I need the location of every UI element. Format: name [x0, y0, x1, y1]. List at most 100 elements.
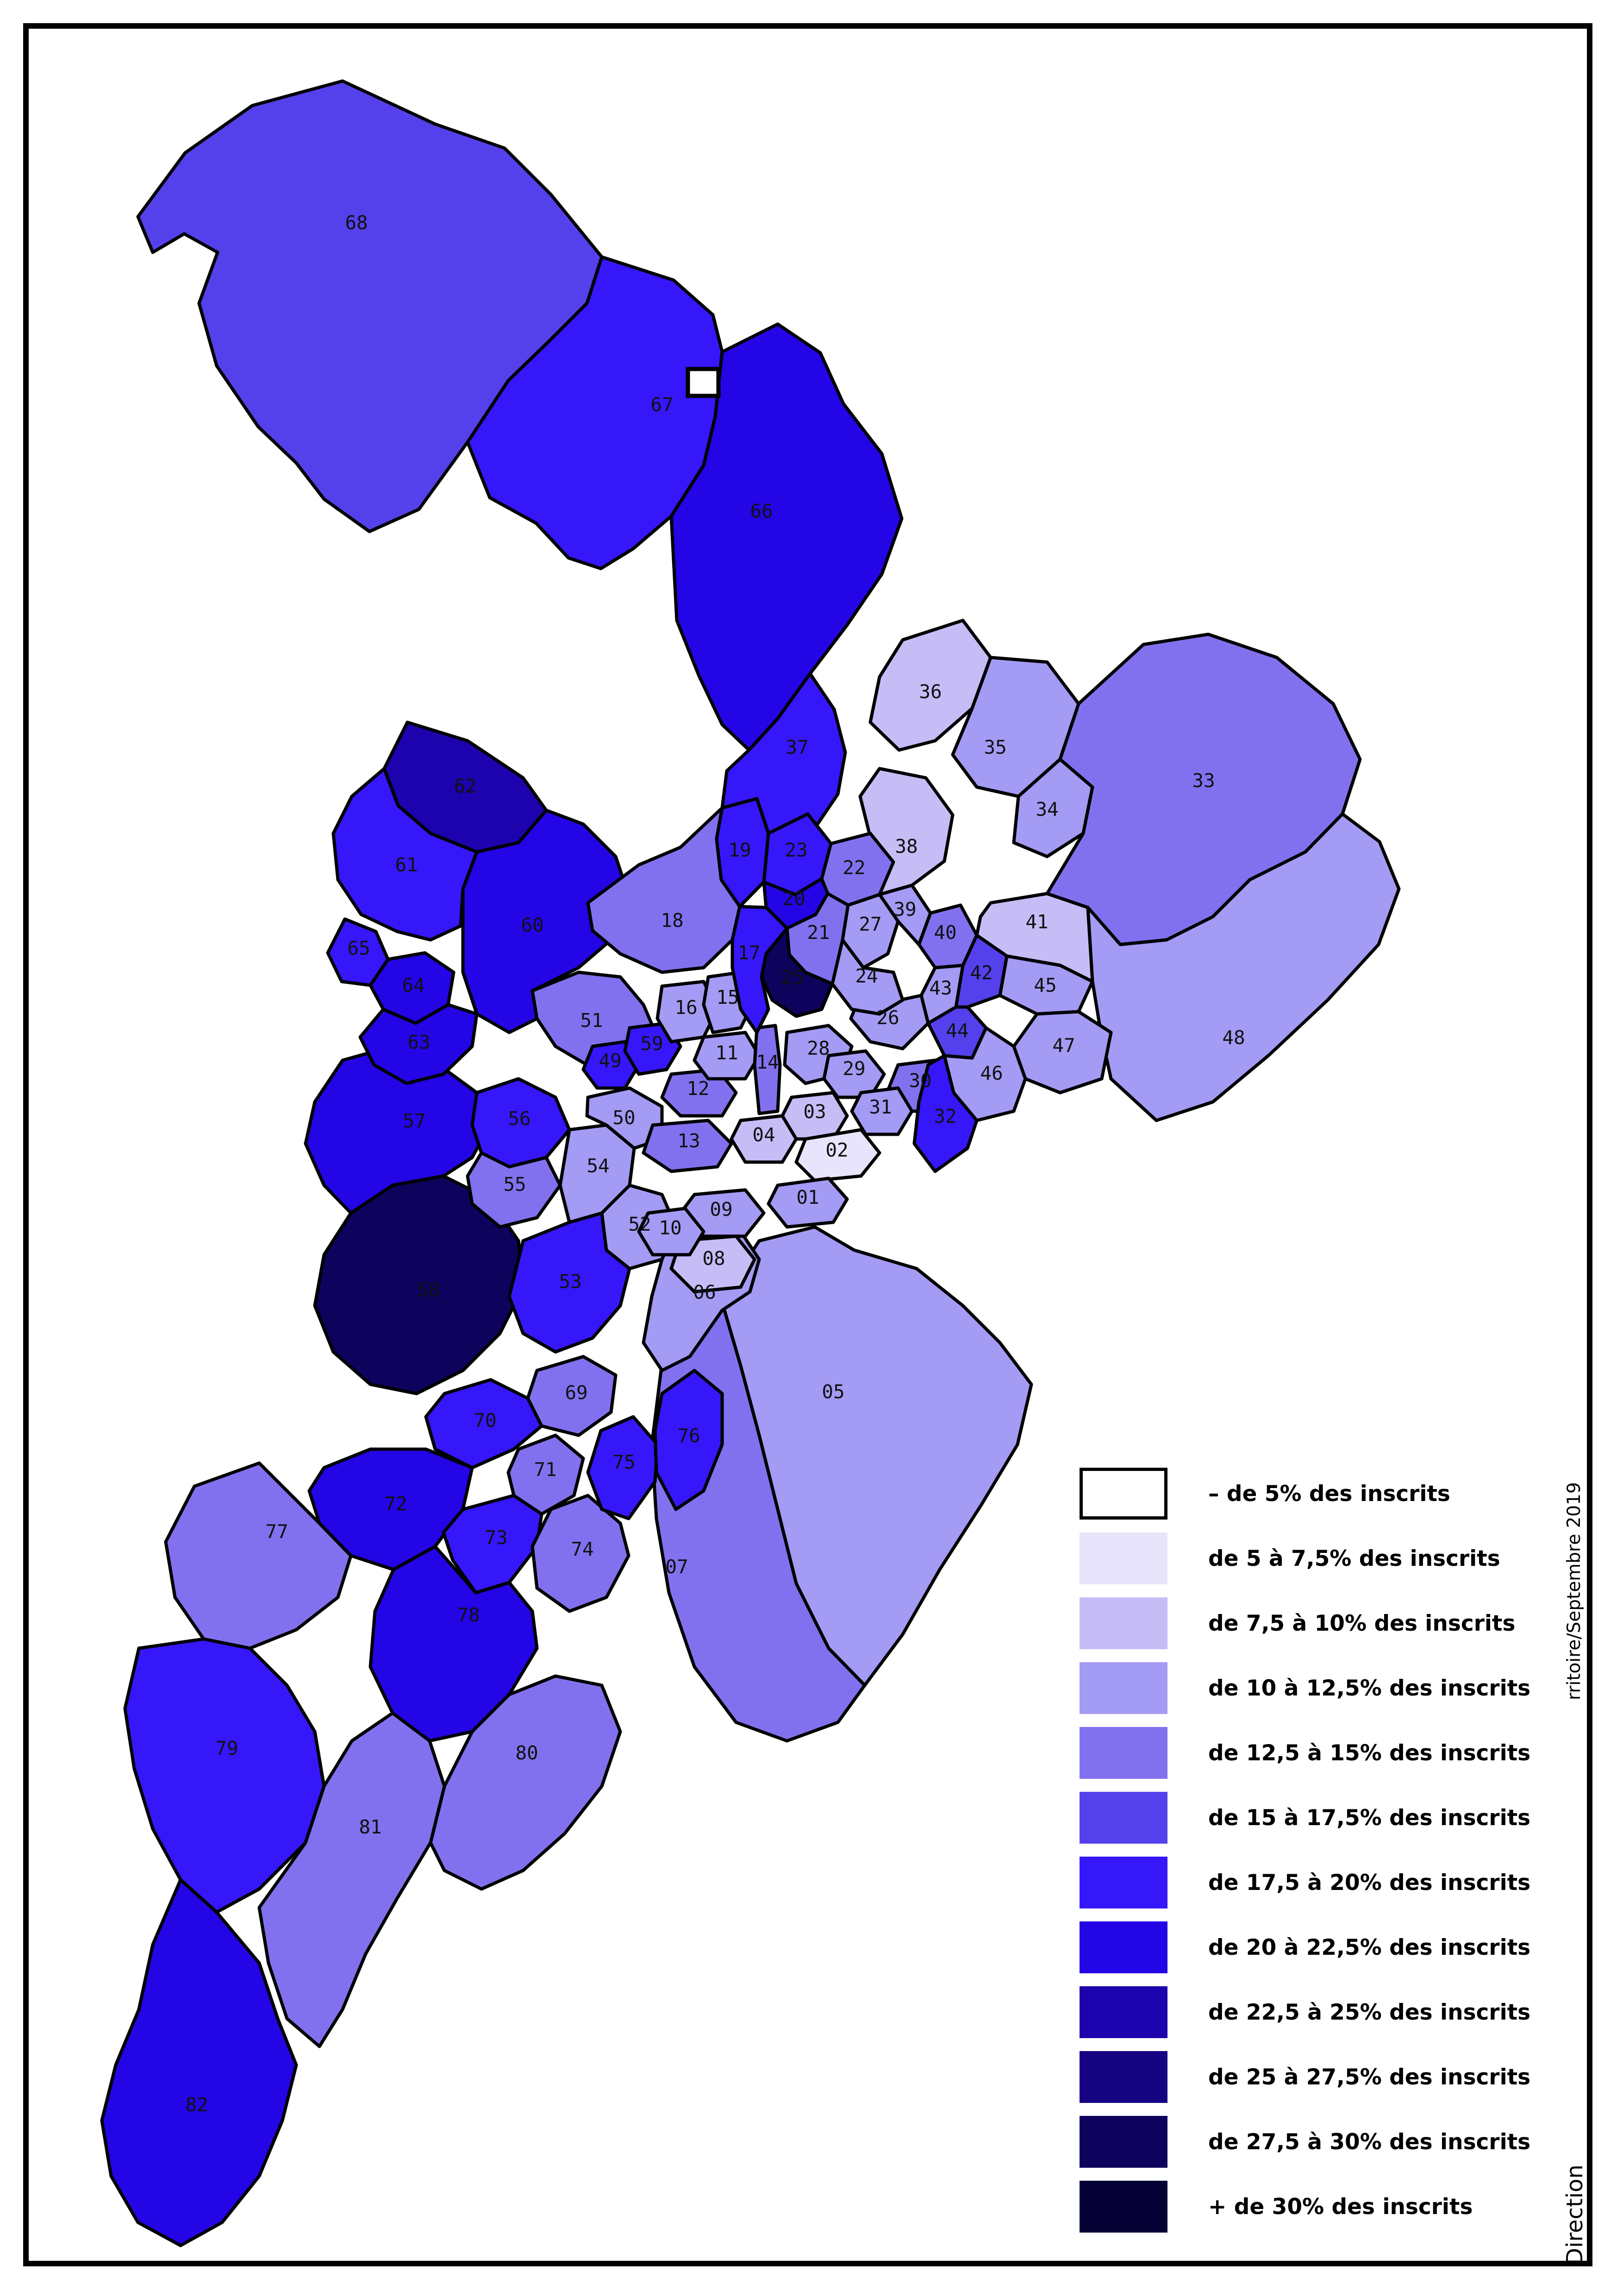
- legend-swatch-6: [1080, 1857, 1167, 1908]
- region-label-20: 20: [782, 888, 805, 910]
- region-label-53: 53: [559, 1270, 581, 1293]
- attribution-text: rritoire/Septembre 2019: [1564, 1482, 1585, 1700]
- region-label-52: 52: [628, 1213, 651, 1235]
- region-label-28: 28: [807, 1037, 830, 1059]
- legend-label-1: de 5 à 7,5% des inscrits: [1208, 1545, 1500, 1571]
- legend-row-5: de 15 à 17,5% des inscrits: [1080, 1792, 1530, 1844]
- legend-row-4: de 12,5 à 15% des inscrits: [1080, 1727, 1530, 1779]
- legend-label-2: de 7,5 à 10% des inscrits: [1208, 1610, 1516, 1636]
- region-19[interactable]: [715, 797, 770, 908]
- region-60[interactable]: [461, 808, 631, 1034]
- region-label-71: 71: [534, 1458, 556, 1481]
- legend-swatch-10: [1080, 2116, 1167, 2168]
- region-17[interactable]: [730, 905, 789, 1034]
- legend-row-3: de 10 à 12,5% des inscrits: [1080, 1662, 1530, 1714]
- region-label-63: 63: [407, 1031, 430, 1053]
- legend-swatch-2: [1080, 1597, 1167, 1649]
- region-62[interactable]: [382, 720, 548, 854]
- legend-label-4: de 12,5 à 15% des inscrits: [1208, 1740, 1531, 1766]
- region-71[interactable]: [506, 1433, 585, 1516]
- region-01[interactable]: [767, 1176, 849, 1229]
- region-label-79: 79: [215, 1737, 238, 1759]
- legend-row-6: de 17,5 à 20% des inscrits: [1080, 1857, 1530, 1908]
- region-82[interactable]: [100, 1878, 298, 2247]
- region-label-14: 14: [756, 1051, 779, 1073]
- region-75[interactable]: [586, 1415, 659, 1520]
- region-label-50: 50: [612, 1107, 635, 1129]
- region-label-10: 10: [659, 1217, 681, 1239]
- legend-row-9: de 25 à 27,5% des inscrits: [1080, 2051, 1530, 2103]
- legend-label-5: de 15 à 17,5% des inscrits: [1208, 1805, 1531, 1831]
- region-label-76: 76: [677, 1425, 700, 1447]
- region-31[interactable]: [850, 1086, 914, 1136]
- legend-swatch-4: [1080, 1727, 1167, 1779]
- region-47[interactable]: [1012, 1010, 1113, 1095]
- region-03[interactable]: [780, 1091, 849, 1141]
- region-81[interactable]: [257, 1711, 446, 2048]
- region-white-enclave[interactable]: [686, 367, 721, 398]
- region-label-08: 08: [702, 1247, 725, 1270]
- legend-label-6: de 17,5 à 20% des inscrits: [1208, 1870, 1531, 1896]
- region-label-37: 37: [786, 736, 808, 758]
- legend-swatch-11: [1080, 2181, 1167, 2233]
- region-48[interactable]: [1086, 812, 1401, 1122]
- region-67[interactable]: [466, 255, 724, 570]
- region-label-11: 11: [715, 1042, 738, 1064]
- legend-label-9: de 25 à 27,5% des inscrits: [1208, 2064, 1531, 2090]
- region-24[interactable]: [830, 938, 905, 1016]
- region-72[interactable]: [307, 1447, 474, 1571]
- region-label-19: 19: [728, 839, 751, 861]
- region-label-36: 36: [919, 681, 942, 703]
- region-70[interactable]: [424, 1378, 543, 1470]
- region-label-61: 61: [395, 854, 418, 876]
- region-58[interactable]: [313, 1174, 525, 1395]
- region-23[interactable]: [762, 812, 833, 896]
- region-label-39: 39: [893, 898, 916, 920]
- region-25[interactable]: [760, 926, 834, 1018]
- region-80[interactable]: [429, 1674, 622, 1891]
- region-12[interactable]: [660, 1068, 738, 1118]
- region-label-54: 54: [587, 1155, 609, 1177]
- region-label-32: 32: [934, 1105, 956, 1127]
- region-label-29: 29: [843, 1057, 865, 1080]
- legend-row-2: de 7,5 à 10% des inscrits: [1080, 1597, 1530, 1649]
- region-79[interactable]: [123, 1637, 326, 1914]
- region-label-57: 57: [403, 1110, 425, 1132]
- region-36[interactable]: [868, 619, 993, 752]
- legend-label-0: – de 5% des inscrits: [1208, 1481, 1450, 1507]
- region-64[interactable]: [368, 951, 456, 1025]
- region-77[interactable]: [164, 1461, 353, 1650]
- region-13[interactable]: [642, 1119, 733, 1173]
- legend-label-11: + de 30% des inscrits: [1208, 2194, 1473, 2220]
- region-label-38: 38: [895, 835, 918, 857]
- region-label-30: 30: [909, 1070, 931, 1092]
- region-54[interactable]: [558, 1123, 636, 1224]
- region-68[interactable]: [136, 79, 604, 533]
- legend-row-11: + de 30% des inscrits: [1080, 2181, 1530, 2233]
- region-label-48: 48: [1222, 1026, 1245, 1049]
- region-label-03: 03: [803, 1101, 826, 1123]
- legend-swatch-7: [1080, 1921, 1167, 1973]
- legend-row-8: de 22,5 à 25% des inscrits: [1080, 1986, 1530, 2038]
- region-label-73: 73: [485, 1526, 507, 1549]
- legend-swatch-3: [1080, 1662, 1167, 1714]
- region-label-13: 13: [677, 1130, 700, 1152]
- region-label-04: 04: [752, 1124, 775, 1146]
- region-label-81: 81: [359, 1816, 381, 1838]
- map-legend: – de 5% des inscrits de 5 à 7,5% des insc…: [1080, 1468, 1530, 2246]
- region-65[interactable]: [326, 917, 390, 987]
- legend-row-10: de 27,5 à 30% des inscrits: [1080, 2116, 1530, 2168]
- region-label-62: 62: [454, 775, 476, 797]
- region-label-16: 16: [674, 996, 697, 1019]
- region-label-42: 42: [970, 962, 993, 984]
- region-76[interactable]: [653, 1369, 724, 1511]
- region-label-58: 58: [417, 1279, 439, 1301]
- region-56[interactable]: [470, 1077, 571, 1169]
- region-10[interactable]: [637, 1207, 705, 1257]
- region-29[interactable]: [822, 1049, 886, 1099]
- region-32[interactable]: [912, 1054, 979, 1173]
- region-label-46: 46: [980, 1062, 1003, 1084]
- region-label-47: 47: [1052, 1034, 1075, 1057]
